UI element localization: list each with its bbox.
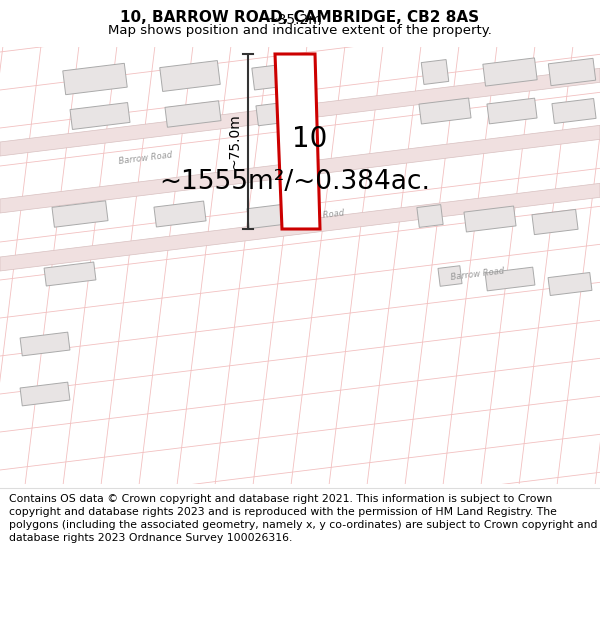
Polygon shape [487,98,537,124]
Polygon shape [464,206,516,232]
Text: ~75.0m: ~75.0m [228,114,242,169]
Polygon shape [247,203,293,229]
Polygon shape [52,201,108,228]
Polygon shape [63,63,127,95]
Text: Barrow Road: Barrow Road [290,208,344,224]
Polygon shape [485,267,535,291]
Polygon shape [421,59,449,84]
Polygon shape [20,382,70,406]
Polygon shape [252,62,304,90]
Polygon shape [483,58,537,86]
Text: Map shows position and indicative extent of the property.: Map shows position and indicative extent… [108,24,492,37]
Text: ~35.2m: ~35.2m [266,13,322,27]
Text: ~1555m²/~0.384ac.: ~1555m²/~0.384ac. [160,169,431,195]
Polygon shape [70,102,130,129]
Polygon shape [548,272,592,296]
Polygon shape [0,126,600,213]
Text: Barrow Road: Barrow Road [450,266,505,282]
Polygon shape [419,98,471,124]
Polygon shape [154,201,206,227]
Polygon shape [44,262,96,286]
Polygon shape [256,100,304,126]
Polygon shape [552,99,596,124]
Text: Barrow Road: Barrow Road [118,150,173,166]
Text: Contains OS data © Crown copyright and database right 2021. This information is : Contains OS data © Crown copyright and d… [9,494,598,544]
Polygon shape [0,183,600,271]
Polygon shape [165,101,221,127]
Polygon shape [20,332,70,356]
Polygon shape [438,266,462,286]
Polygon shape [0,68,600,156]
Polygon shape [160,61,220,91]
Polygon shape [532,209,578,234]
Text: 10: 10 [292,125,328,153]
Polygon shape [417,204,443,228]
Polygon shape [275,54,320,229]
Polygon shape [548,58,596,86]
Text: 10, BARROW ROAD, CAMBRIDGE, CB2 8AS: 10, BARROW ROAD, CAMBRIDGE, CB2 8AS [121,11,479,26]
